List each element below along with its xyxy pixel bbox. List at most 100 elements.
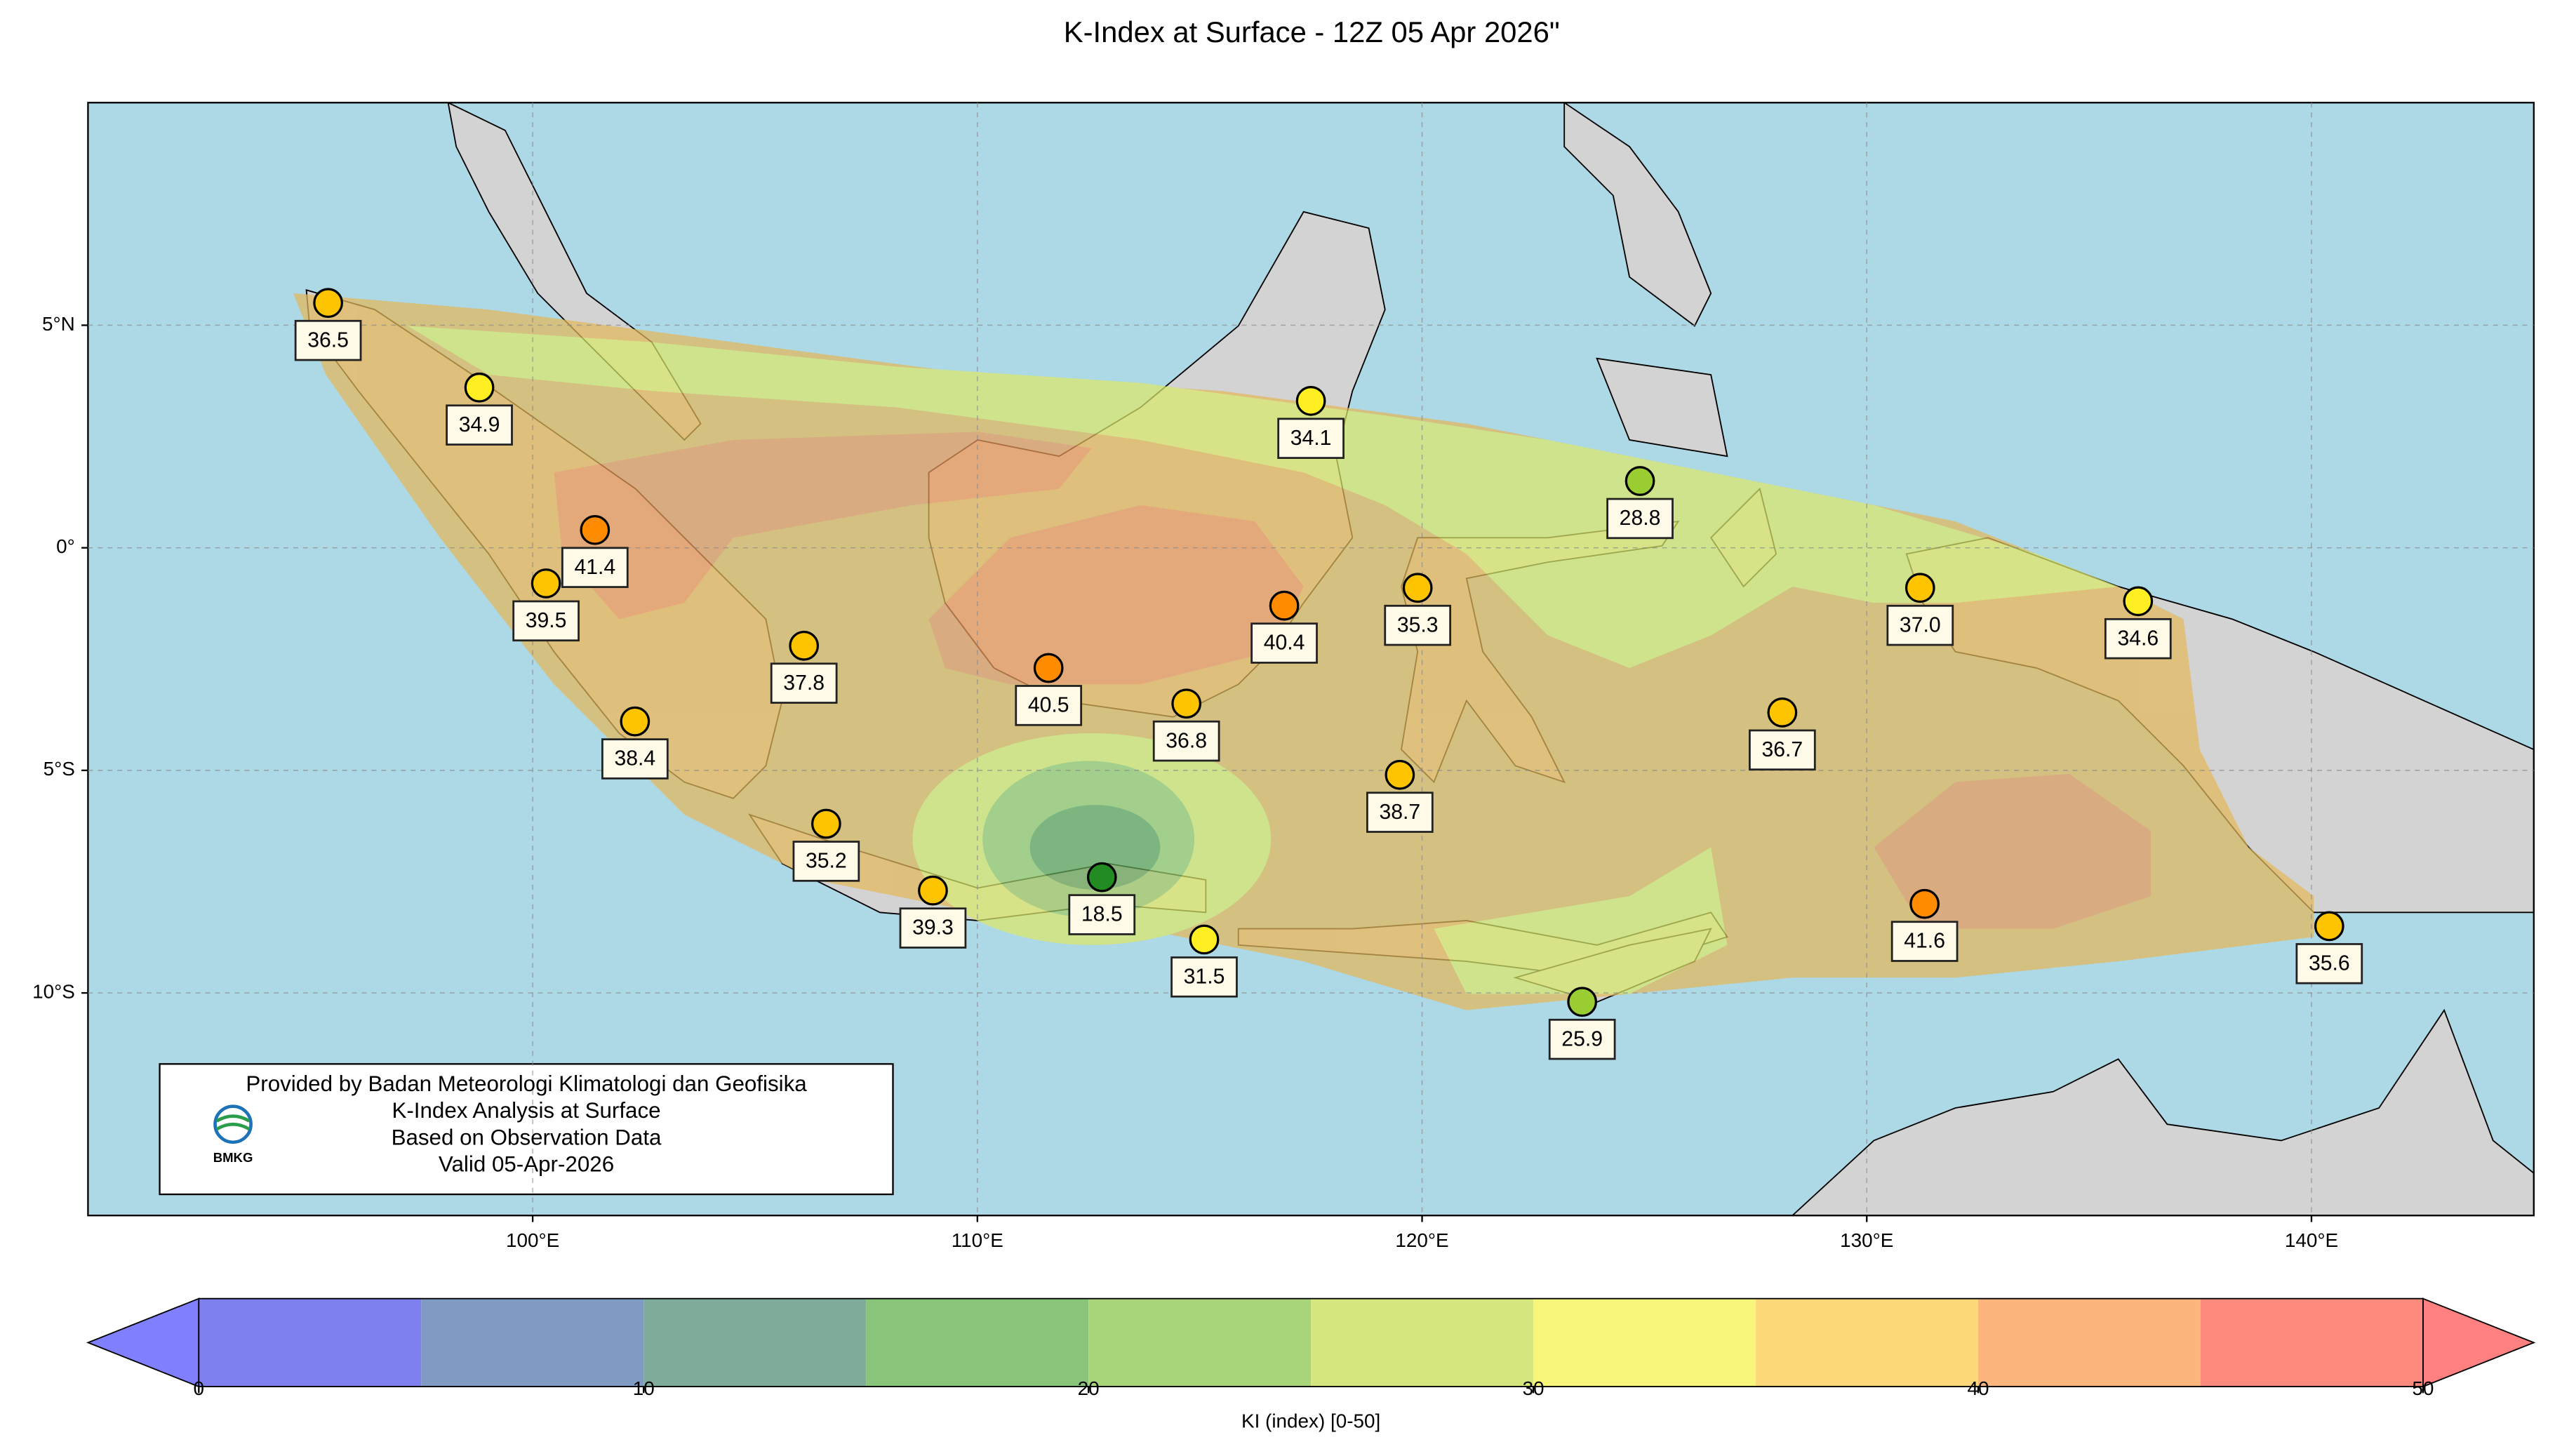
station-marker xyxy=(918,875,948,906)
station-marker xyxy=(1904,573,1935,603)
station-label: 35.3 xyxy=(1397,613,1439,636)
colorbar-label: KI (index) [0-50] xyxy=(1241,1410,1380,1432)
station-label: 34.9 xyxy=(459,413,500,436)
colorbar-frame xyxy=(198,1297,2424,1388)
station: 28.8 xyxy=(1606,466,1674,540)
info-line: Provided by Badan Meteorologi Klimatolog… xyxy=(246,1071,807,1096)
station-label-box xyxy=(1250,622,1318,664)
station-label-box xyxy=(446,404,513,446)
station-label: 36.5 xyxy=(307,328,349,352)
station-label: 35.2 xyxy=(806,850,847,873)
station: 37.0 xyxy=(1886,573,1954,646)
station-label-box xyxy=(1749,729,1816,771)
station-marker xyxy=(620,706,651,737)
station: 39.5 xyxy=(512,568,580,642)
station-marker xyxy=(1625,466,1655,496)
colorbar-segment xyxy=(2200,1298,2423,1387)
logo-text: BMKG xyxy=(213,1150,253,1165)
station: 39.3 xyxy=(899,875,967,949)
station-marker xyxy=(1189,924,1220,955)
x-tick-label: 140°E xyxy=(2285,1229,2338,1251)
info-line: K-Index Analysis at Surface xyxy=(392,1098,660,1123)
logo-wave xyxy=(215,1114,251,1131)
station: 34.1 xyxy=(1277,385,1345,459)
station: 18.5 xyxy=(1068,862,1136,935)
station-label: 37.8 xyxy=(783,672,825,695)
x-tick-label: 120°E xyxy=(1395,1229,1448,1251)
station: 40.5 xyxy=(1015,653,1083,726)
station-label: 28.8 xyxy=(1620,507,1661,530)
y-tick-label: 5°S xyxy=(44,758,75,780)
station-label: 39.3 xyxy=(912,916,954,940)
station-label-box xyxy=(561,547,629,588)
station-label-box xyxy=(1068,894,1136,935)
station-label-box xyxy=(1886,604,1954,646)
colorbar-segment xyxy=(866,1298,1089,1387)
colorbar-segment xyxy=(1311,1298,1534,1387)
station-marker xyxy=(789,630,820,661)
station-label: 31.5 xyxy=(1184,965,1225,988)
map-layer xyxy=(293,102,2534,1216)
station-label-box xyxy=(2295,943,2363,984)
station-marker xyxy=(1171,688,1202,719)
station-label: 34.1 xyxy=(1290,427,1332,450)
colorbar-tick-label: 10 xyxy=(633,1377,655,1399)
station-label-box xyxy=(899,907,967,949)
station-label: 41.6 xyxy=(1904,930,1945,953)
title: K-Index at Surface - 12Z 05 Apr 2026" xyxy=(1064,15,1560,48)
x-tick-label: 100°E xyxy=(506,1229,559,1251)
colorbar-segment xyxy=(1088,1298,1312,1387)
y-tick-label: 10°S xyxy=(32,980,75,1002)
station-marker xyxy=(1295,385,1326,416)
station-marker xyxy=(810,808,841,839)
station-label-box xyxy=(770,662,838,704)
x-tick-label: 130°E xyxy=(1840,1229,1893,1251)
station-marker xyxy=(1567,987,1598,1017)
station-label: 38.4 xyxy=(614,747,655,770)
station-marker xyxy=(531,568,561,599)
station-label-box xyxy=(1384,604,1452,646)
info-box-frame xyxy=(159,1063,894,1196)
station: 36.7 xyxy=(1749,697,1816,771)
station-marker xyxy=(2123,586,2154,617)
station-label-box xyxy=(1366,792,1434,833)
station-marker xyxy=(1385,759,1415,790)
station-label: 36.8 xyxy=(1166,729,1207,752)
station-marker xyxy=(1909,888,1940,919)
station-marker xyxy=(2314,911,2344,942)
station-label-box xyxy=(1015,685,1083,726)
y-tick-label: 0° xyxy=(56,535,75,557)
station-label-box xyxy=(1548,1018,1616,1060)
colorbar-segment xyxy=(1977,1298,2201,1387)
station: 36.5 xyxy=(294,288,362,361)
colorbar-segment xyxy=(643,1298,867,1387)
station-marker xyxy=(464,372,495,403)
station-marker xyxy=(1767,697,1798,728)
colorbar-tick-label: 20 xyxy=(1078,1377,1100,1399)
station: 34.9 xyxy=(446,372,513,446)
station-marker xyxy=(580,514,611,545)
station: 34.6 xyxy=(2104,586,2172,660)
info-line: Valid 05-Apr-2026 xyxy=(439,1152,614,1177)
station-label: 38.7 xyxy=(1379,801,1420,824)
station-label-box xyxy=(601,738,669,780)
station: 35.6 xyxy=(2295,911,2363,984)
station: 41.4 xyxy=(561,514,629,588)
station-label: 39.5 xyxy=(526,609,567,632)
colorbar-over xyxy=(2422,1297,2536,1388)
station-label: 36.7 xyxy=(1761,738,1803,761)
station-label: 40.5 xyxy=(1028,694,1069,717)
station-label: 40.4 xyxy=(1264,632,1305,655)
colorbar-tick-label: 50 xyxy=(2412,1377,2434,1399)
station-label: 25.9 xyxy=(1561,1027,1603,1050)
station-label: 35.6 xyxy=(2309,951,2350,975)
station: 41.6 xyxy=(1890,888,1959,962)
station: 35.2 xyxy=(792,808,860,882)
station-label-box xyxy=(2104,617,2172,660)
station-label-box xyxy=(294,319,362,361)
station: 31.5 xyxy=(1170,924,1238,998)
station-label: 37.0 xyxy=(1900,613,1941,636)
station-label-box xyxy=(512,600,580,642)
colorbar-tick-label: 30 xyxy=(1523,1377,1545,1399)
